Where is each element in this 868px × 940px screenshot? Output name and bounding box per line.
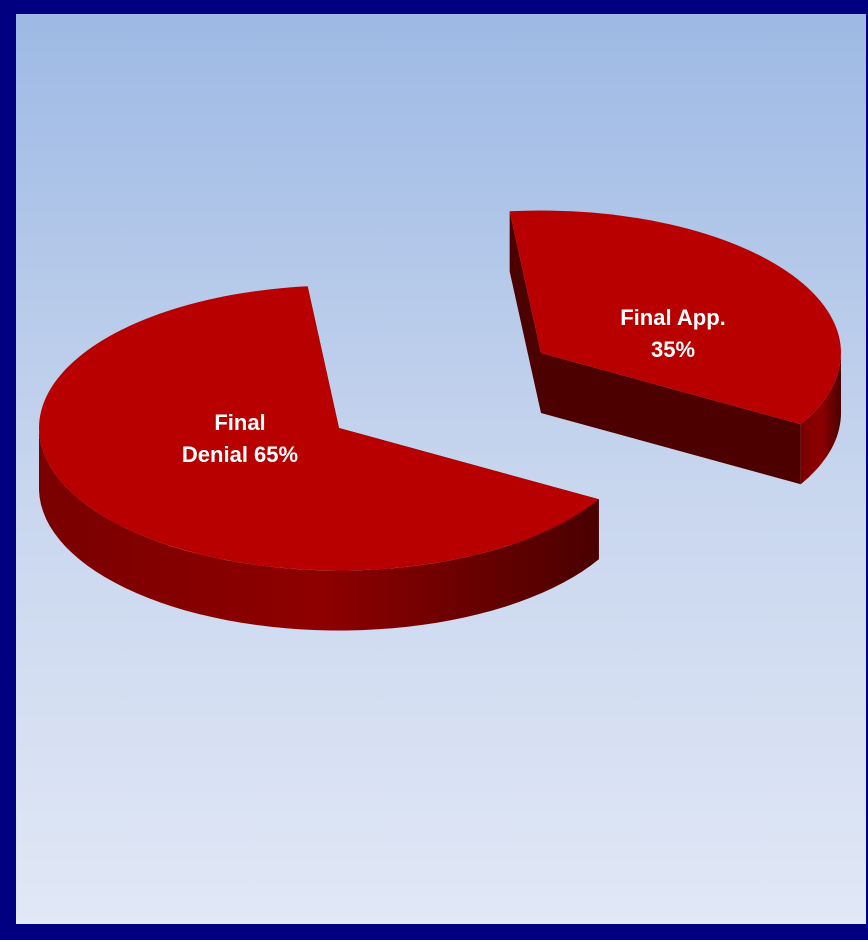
slice-top-face bbox=[509, 210, 841, 425]
slice-label: Final Denial 65% bbox=[182, 410, 298, 467]
slice-label: Final App. 35% bbox=[620, 305, 726, 362]
slice-side-wall bbox=[800, 353, 841, 485]
slice-cut-face bbox=[509, 211, 541, 413]
slice-cut-face bbox=[541, 353, 801, 485]
slice-side-wall bbox=[39, 430, 599, 631]
pie-slice-final-denial bbox=[39, 286, 599, 631]
slice-top-face bbox=[39, 286, 599, 571]
pie-slice-final-app bbox=[509, 210, 841, 485]
